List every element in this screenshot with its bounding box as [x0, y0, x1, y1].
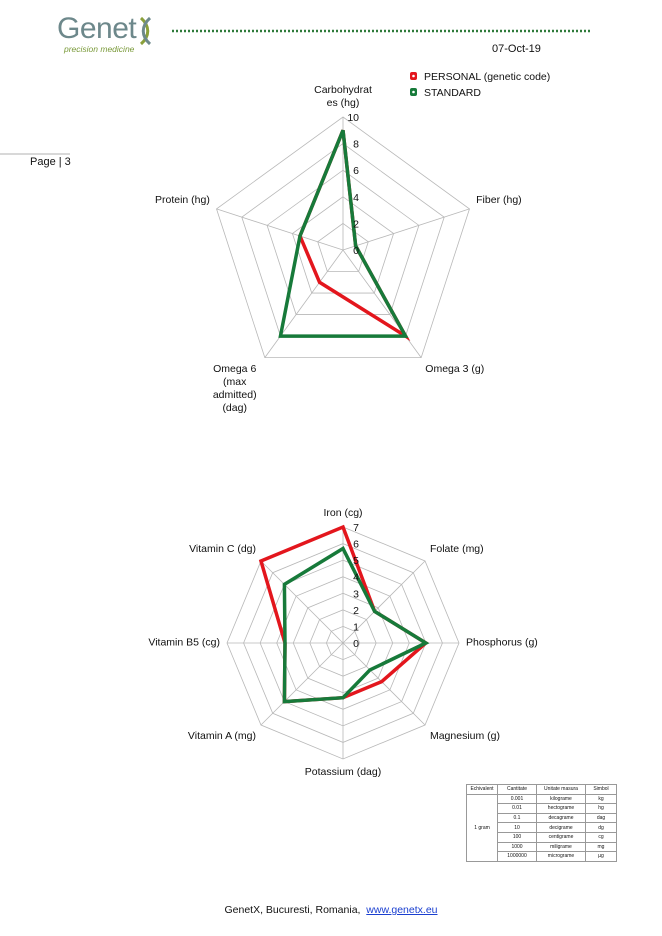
table: Echivalent Cantitate Unitate masura Simbol 1…: [466, 784, 617, 862]
logo-tagline: precision medicine: [64, 44, 135, 54]
axis-label: Omega 3 (g): [425, 363, 485, 376]
table-cell: micrograme: [536, 851, 586, 862]
spoke: [216, 208, 344, 251]
spoke: [342, 560, 426, 644]
table-cell: miligrame: [536, 841, 586, 853]
table-group: 1 gram: [466, 793, 498, 862]
unit-table: Echivalent Cantitate Unitate masura Simbol 1…: [466, 784, 617, 862]
table-row: 1 gram 0.001 kilograme kg: [466, 793, 617, 862]
table-cell: µg: [585, 851, 617, 862]
table-cell: kg: [585, 793, 617, 805]
table-cell: 1000: [497, 841, 537, 853]
tick-label: 7: [353, 522, 359, 534]
axis-label: Omega 6 (max admitted) (dag): [212, 363, 257, 415]
table-header: Echivalent: [466, 784, 498, 795]
table-header: Simbol: [585, 784, 617, 795]
table-cell: 0.01: [497, 803, 537, 814]
table-cell: cg: [585, 831, 617, 843]
legend-dot: [412, 74, 415, 78]
page-number: Page | 3: [30, 156, 71, 168]
table-cell: 0.001: [497, 793, 537, 805]
series-line: [278, 129, 409, 338]
tick-label: 8: [353, 139, 359, 151]
legend-dot: [412, 90, 415, 94]
footer-text: GenetX, Bucuresti, Romania,: [224, 904, 361, 916]
table-cell: kilograme: [536, 793, 586, 805]
legend-label: STANDARD: [424, 87, 481, 99]
axis-label: Vitamin B5 (cg): [148, 636, 220, 649]
table-cell: dg: [585, 822, 617, 833]
table-cell: hectograme: [536, 803, 586, 814]
tick-label: 4: [353, 572, 359, 584]
footer: GenetX, Bucuresti, Romania, www.genetx.e…: [0, 904, 662, 916]
table-cell: 100: [497, 831, 537, 843]
axis-label: Phosphorus (g): [466, 636, 538, 649]
grid-ring: [291, 196, 395, 294]
spoke: [260, 642, 344, 726]
date: 07-Oct-19: [492, 43, 541, 55]
table-cell: dag: [585, 812, 617, 824]
axis-label: Carbohydrates (hg): [314, 84, 372, 109]
tick-label: 6: [353, 165, 359, 177]
tick-label: 5: [353, 555, 359, 567]
tick-label: 2: [353, 605, 359, 617]
grid-ring: [317, 222, 369, 272]
table-header: Cantitate: [497, 784, 537, 795]
table-cell: 1000000: [497, 851, 537, 862]
table-cell: 10: [497, 822, 537, 833]
axis-label: Protein (hg): [154, 193, 210, 206]
axis-label: Magnesium (g): [429, 729, 500, 742]
table-cell: decigrame: [536, 822, 586, 833]
tick-label: 4: [353, 192, 359, 204]
axis-label: Vitamin C (dg): [189, 543, 257, 556]
table-header: Unitate masura: [536, 784, 586, 795]
spoke: [342, 208, 470, 251]
footer-link[interactable]: www.genetx.eu: [366, 904, 438, 916]
axis-label: Folate (mg): [429, 543, 484, 556]
series-line: [282, 546, 430, 704]
tick-label: 0: [353, 638, 359, 650]
spoke: [342, 642, 426, 726]
logo-mark: [139, 16, 152, 46]
logo: Genet: [57, 12, 137, 45]
axis-label: Iron (cg): [323, 507, 363, 519]
axis-label: Potassium (dag): [304, 766, 382, 778]
axis-label: Fiber (hg): [476, 193, 522, 206]
legend-label: PERSONAL (genetic code): [424, 71, 550, 83]
table-cell: mg: [585, 841, 617, 853]
tick-label: 10: [347, 112, 359, 124]
tick-label: 2: [353, 218, 359, 230]
tick-label: 1: [353, 621, 359, 633]
table-cell: centigrame: [536, 831, 586, 843]
table-row: 1000000 micrograme µg: [467, 851, 617, 862]
spoke: [264, 249, 344, 358]
tick-label: 0: [353, 245, 359, 257]
tick-label: 6: [353, 539, 359, 551]
grid-ring: [266, 169, 420, 315]
grid-ring: [216, 116, 470, 358]
spoke: [260, 560, 344, 644]
table-cell: hg: [585, 803, 617, 814]
tick-label: 3: [353, 588, 359, 600]
table-cell: decagrame: [536, 812, 586, 824]
axis-label: Vitamin A (mg): [187, 729, 257, 742]
table-cell: 0.1: [497, 812, 537, 824]
